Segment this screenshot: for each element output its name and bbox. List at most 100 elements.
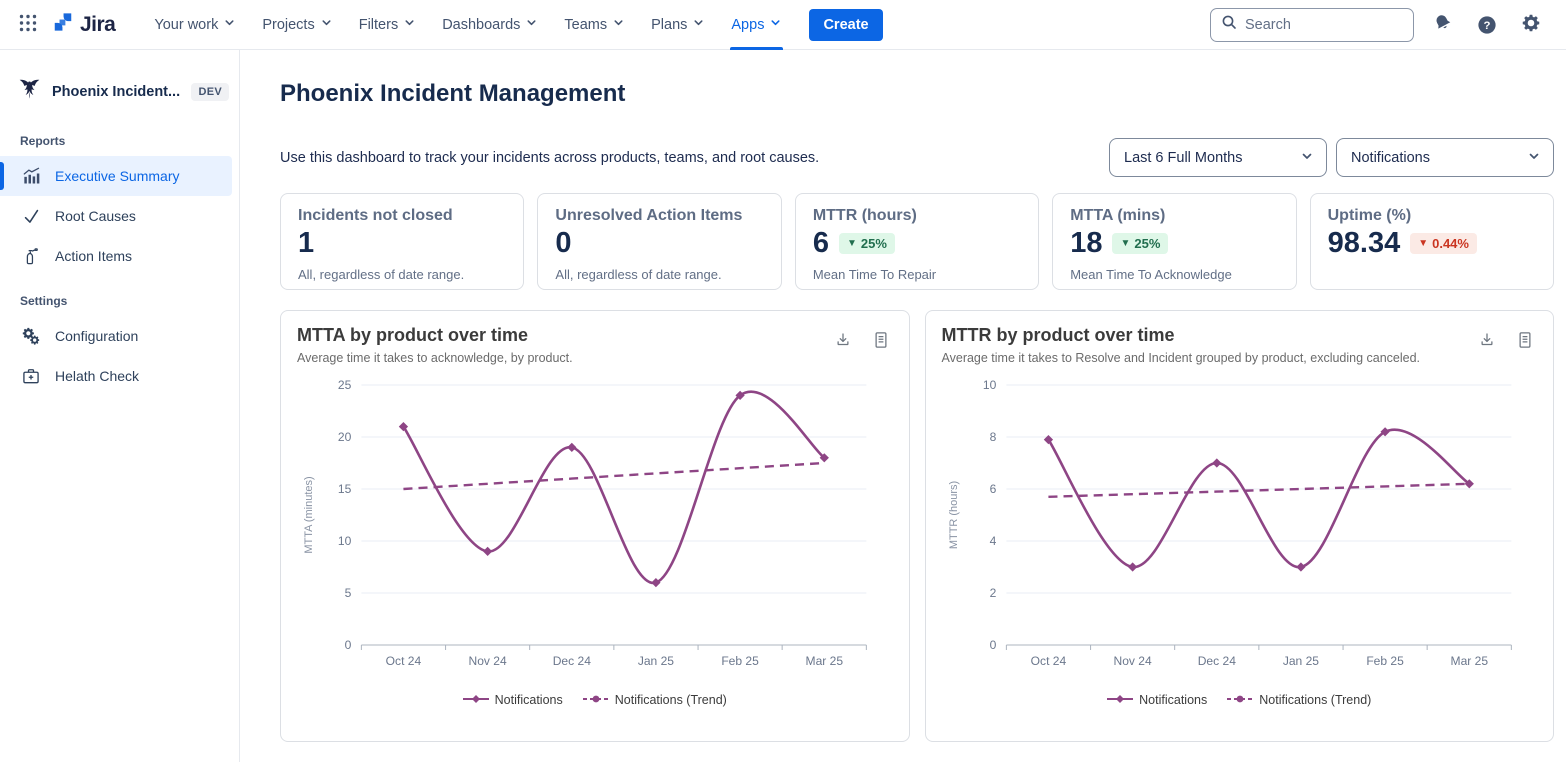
gear-icon — [1520, 12, 1542, 37]
nav-item-apps[interactable]: Apps — [720, 0, 793, 50]
jira-logo[interactable]: Jira — [52, 11, 116, 38]
down-triangle-icon: ▼ — [846, 238, 857, 250]
search-icon — [1221, 14, 1237, 35]
fire-extinguisher-icon — [20, 247, 42, 266]
kpi-subtitle: Mean Time To Repair — [812, 266, 937, 282]
svg-text:20: 20 — [338, 430, 352, 444]
top-nav: Jira Your work Projects Filters Dashboar… — [0, 0, 1566, 50]
report-button[interactable] — [1513, 327, 1537, 356]
app-switcher-button[interactable] — [14, 9, 42, 40]
page-title: Phoenix Incident Management — [280, 80, 626, 107]
jira-logo-text: Jira — [80, 12, 116, 36]
svg-text:5: 5 — [345, 586, 352, 600]
sidebar-item-label: Configuration — [55, 328, 139, 344]
download-button[interactable] — [1474, 327, 1500, 356]
chart-title: MTTR by product over time — [941, 325, 1175, 345]
delta-badge: ▼ 0.44% — [1410, 233, 1477, 255]
legend-item-notifications-trend[interactable]: Notifications (Trend) — [582, 693, 727, 707]
chart-legend: Notifications Notifications (Trend) — [942, 693, 1538, 707]
nav-item-dashboards[interactable]: Dashboards — [431, 0, 549, 50]
kpi-title: Uptime (%) — [1327, 207, 1412, 224]
dashed-line-dot-icon — [582, 693, 609, 707]
kpi-card-incidents-not-closed: Incidents not closed 1 All, regardless o… — [280, 193, 525, 290]
help-button[interactable]: ? — [1472, 10, 1502, 40]
kpi-subtitle: All, regardless of date range. — [298, 266, 465, 282]
search-input[interactable] — [1245, 16, 1385, 33]
report-button[interactable] — [869, 327, 893, 356]
sidebar-item-executive-summary[interactable]: Executive Summary — [0, 156, 232, 196]
nav-item-projects[interactable]: Projects — [251, 0, 343, 50]
app-brand: Phoenix Incident... DEV — [0, 76, 239, 108]
svg-text:Feb 25: Feb 25 — [1366, 654, 1404, 668]
chevron-down-icon — [692, 16, 705, 33]
grid-icon — [18, 13, 38, 36]
search-box[interactable] — [1210, 7, 1414, 42]
notifications-button[interactable] — [1428, 8, 1458, 41]
sidebar-item-label: Executive Summary — [55, 168, 180, 184]
legend-item-notifications[interactable]: Notifications — [462, 693, 563, 707]
svg-text:10: 10 — [982, 378, 996, 392]
kpi-value: 6 — [812, 227, 829, 259]
chart-subtitle: Average time it takes to acknowledge, by… — [297, 351, 573, 365]
page-description: Use this dashboard to track your inciden… — [280, 149, 820, 166]
svg-text:10: 10 — [338, 534, 352, 548]
chevron-down-icon — [525, 16, 538, 33]
chevron-down-icon — [1527, 149, 1541, 167]
nav-item-your-work[interactable]: Your work — [143, 0, 247, 50]
kpi-title: Unresolved Action Items — [555, 207, 743, 224]
create-button[interactable]: Create — [809, 8, 883, 41]
kpi-card-mtta-mins: MTTA (mins) 18 ▼ 25% Mean Time To Acknowl… — [1052, 193, 1297, 290]
sidebar-item-health-check[interactable]: Helath Check — [0, 356, 232, 396]
jira-logo-icon — [52, 11, 74, 38]
charts-row: MTTA by product over time Average time i… — [280, 310, 1554, 742]
chevron-down-icon — [320, 16, 333, 33]
bar-chart-icon — [20, 166, 42, 186]
date-range-dropdown[interactable]: Last 6 Full Months — [1109, 138, 1327, 177]
product-dropdown[interactable]: Notifications — [1336, 138, 1554, 177]
chevron-down-icon — [223, 16, 236, 33]
kpi-card-mttr-hours: MTTR (hours) 6 ▼ 25% Mean Time To Repair — [794, 193, 1040, 290]
kpi-card-unresolved-action-items: Unresolved Action Items 0 All, regardles… — [537, 193, 782, 290]
kpi-title: Incidents not closed — [298, 207, 453, 224]
solid-line-diamond-icon — [462, 693, 489, 707]
svg-text:0: 0 — [989, 638, 996, 652]
delta-value: 0.44% — [1432, 236, 1469, 252]
first-aid-kit-icon — [20, 366, 42, 386]
kpi-card-uptime: Uptime (%) 98.34 ▼ 0.44% — [1309, 193, 1555, 290]
svg-text:MTTR (hours): MTTR (hours) — [948, 481, 960, 549]
delta-value: 25% — [860, 236, 887, 252]
sidebar-item-action-items[interactable]: Action Items — [0, 236, 232, 276]
svg-text:4: 4 — [989, 534, 996, 548]
mtta-chart-card: MTTA by product over time Average time i… — [280, 310, 910, 742]
svg-text:Oct 24: Oct 24 — [1030, 654, 1066, 668]
svg-text:MTTA (minutes): MTTA (minutes) — [303, 476, 315, 553]
chevron-down-icon — [1300, 149, 1314, 167]
svg-text:8: 8 — [989, 430, 996, 444]
solid-line-diamond-icon — [1107, 693, 1134, 707]
kpi-value: 0 — [555, 227, 572, 259]
date-range-value: Last 6 Full Months — [1124, 149, 1243, 166]
sidebar-item-configuration[interactable]: Configuration — [0, 316, 232, 356]
svg-text:0: 0 — [345, 638, 352, 652]
svg-text:Nov 24: Nov 24 — [469, 654, 508, 668]
legend-item-notifications[interactable]: Notifications — [1107, 693, 1207, 707]
kpi-title: MTTA (mins) — [1070, 207, 1166, 224]
filter-row: Use this dashboard to track your inciden… — [280, 138, 1554, 177]
download-icon — [834, 331, 852, 352]
nav-item-plans[interactable]: Plans — [640, 0, 716, 50]
sidebar-item-root-causes[interactable]: Root Causes — [0, 196, 232, 236]
question-circle-icon: ? — [1476, 14, 1498, 36]
legend-item-notifications-trend[interactable]: Notifications (Trend) — [1227, 693, 1371, 707]
svg-text:Jan 25: Jan 25 — [1282, 654, 1319, 668]
download-button[interactable] — [830, 327, 856, 356]
checkmark-icon — [20, 207, 42, 226]
nav-item-filters[interactable]: Filters — [348, 0, 427, 50]
svg-text:6: 6 — [989, 482, 996, 496]
mttr-chart-card: MTTR by product over time Average time i… — [924, 310, 1554, 742]
settings-button[interactable] — [1516, 8, 1546, 41]
svg-text:Jan 25: Jan 25 — [638, 654, 675, 668]
mttr-chart: 0 2 4 6 8 10 Oct 24 Nov 24 Dec 24 Jan 25 Feb 25 Mar… — [948, 378, 1512, 668]
nav-item-teams[interactable]: Teams — [553, 0, 636, 50]
svg-text:Mar 25: Mar 25 — [1450, 654, 1488, 668]
svg-text:Feb 25: Feb 25 — [721, 654, 759, 668]
